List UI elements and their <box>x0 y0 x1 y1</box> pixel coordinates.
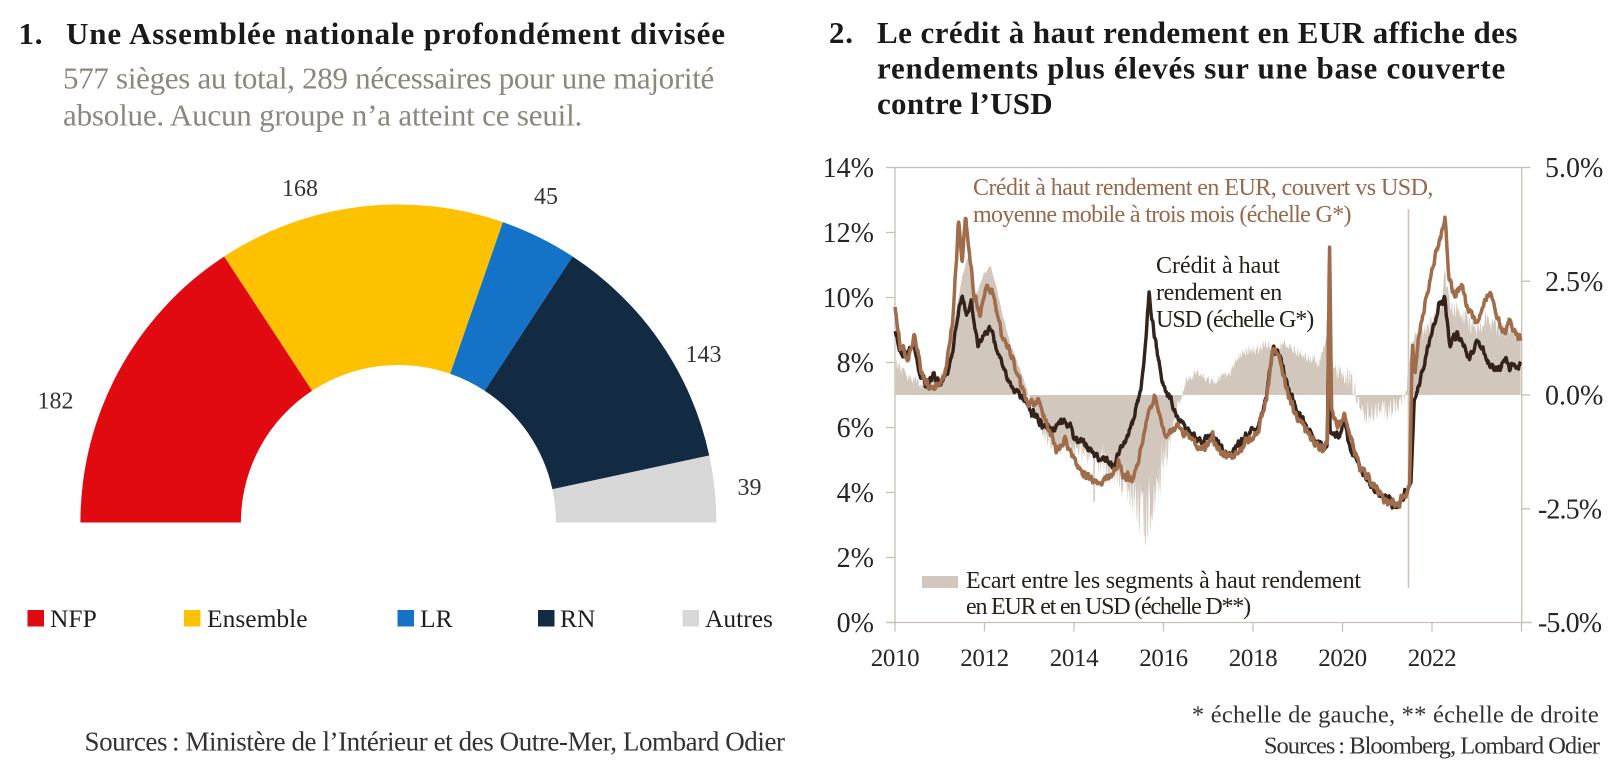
svg-text:2010: 2010 <box>871 645 919 672</box>
svg-text:2012: 2012 <box>960 645 1008 672</box>
svg-text:en EUR et en USD (échelle D**): en EUR et en USD (échelle D**) <box>966 594 1250 620</box>
svg-text:rendements plus élevés sur une: rendements plus élevés sur une base couv… <box>877 51 1506 86</box>
svg-text:2%: 2% <box>837 543 874 574</box>
svg-text:LR: LR <box>420 604 453 633</box>
svg-text:168: 168 <box>282 176 318 202</box>
svg-text:-2.5%: -2.5% <box>1538 494 1602 525</box>
svg-text:Sources : Ministère de l’Intér: Sources : Ministère de l’Intérieur et de… <box>85 727 786 757</box>
svg-text:Ecart entre les segments à hau: Ecart entre les segments à haut rendemen… <box>966 568 1361 594</box>
svg-text:moyenne mobile à trois mois (é: moyenne mobile à trois mois (échelle G*) <box>973 202 1351 228</box>
svg-text:4%: 4% <box>837 478 874 509</box>
svg-text:6%: 6% <box>837 413 874 444</box>
svg-text:Le crédit à haut rendement en: Le crédit à haut rendement en EUR affich… <box>877 15 1518 50</box>
svg-text:39: 39 <box>738 475 762 501</box>
svg-text:2020: 2020 <box>1318 645 1366 672</box>
svg-text:14%: 14% <box>823 153 874 184</box>
svg-text:0.0%: 0.0% <box>1545 381 1603 412</box>
svg-text:Sources : Bloomberg, Lombard O: Sources : Bloomberg, Lombard Odier <box>1264 733 1600 760</box>
svg-text:rendement en: rendement en <box>1156 280 1282 306</box>
svg-text:2.5%: 2.5% <box>1545 267 1603 298</box>
svg-text:absolue. Aucun groupe n’a atte: absolue. Aucun groupe n’a atteint ce seu… <box>63 98 582 133</box>
svg-text:10%: 10% <box>823 283 874 314</box>
svg-text:2.: 2. <box>829 15 854 50</box>
svg-text:Crédit à haut: Crédit à haut <box>1156 253 1280 279</box>
svg-text:5.0%: 5.0% <box>1545 153 1603 184</box>
svg-text:Une Assemblée nationale profon: Une Assemblée nationale profondément div… <box>66 16 726 51</box>
svg-text:Crédit à haut rendement en EUR: Crédit à haut rendement en EUR, couvert … <box>973 175 1433 201</box>
svg-text:12%: 12% <box>823 218 874 249</box>
svg-text:RN: RN <box>560 604 595 633</box>
svg-text:143: 143 <box>686 342 722 368</box>
svg-text:182: 182 <box>38 389 74 415</box>
svg-text:NFP: NFP <box>50 604 97 633</box>
svg-text:0%: 0% <box>837 608 874 639</box>
svg-text:USD (échelle G*): USD (échelle G*) <box>1156 307 1313 333</box>
svg-text:Autres: Autres <box>705 604 773 633</box>
svg-text:577 sièges au total, 289 néces: 577 sièges au total, 289 nécessaires pou… <box>63 61 714 96</box>
svg-text:-5.0%: -5.0% <box>1538 608 1602 639</box>
svg-text:45: 45 <box>534 184 558 210</box>
svg-text:2022: 2022 <box>1408 645 1456 672</box>
svg-text:8%: 8% <box>837 348 874 379</box>
svg-text:* échelle de gauche, ** échell: * échelle de gauche, ** échelle de droit… <box>1192 702 1599 729</box>
svg-text:contre l’USD: contre l’USD <box>877 86 1053 121</box>
svg-text:Ensemble: Ensemble <box>207 604 308 633</box>
svg-text:2018: 2018 <box>1229 645 1277 672</box>
svg-text:2014: 2014 <box>1050 645 1099 672</box>
svg-text:1.: 1. <box>19 16 44 51</box>
svg-text:2016: 2016 <box>1139 645 1187 672</box>
